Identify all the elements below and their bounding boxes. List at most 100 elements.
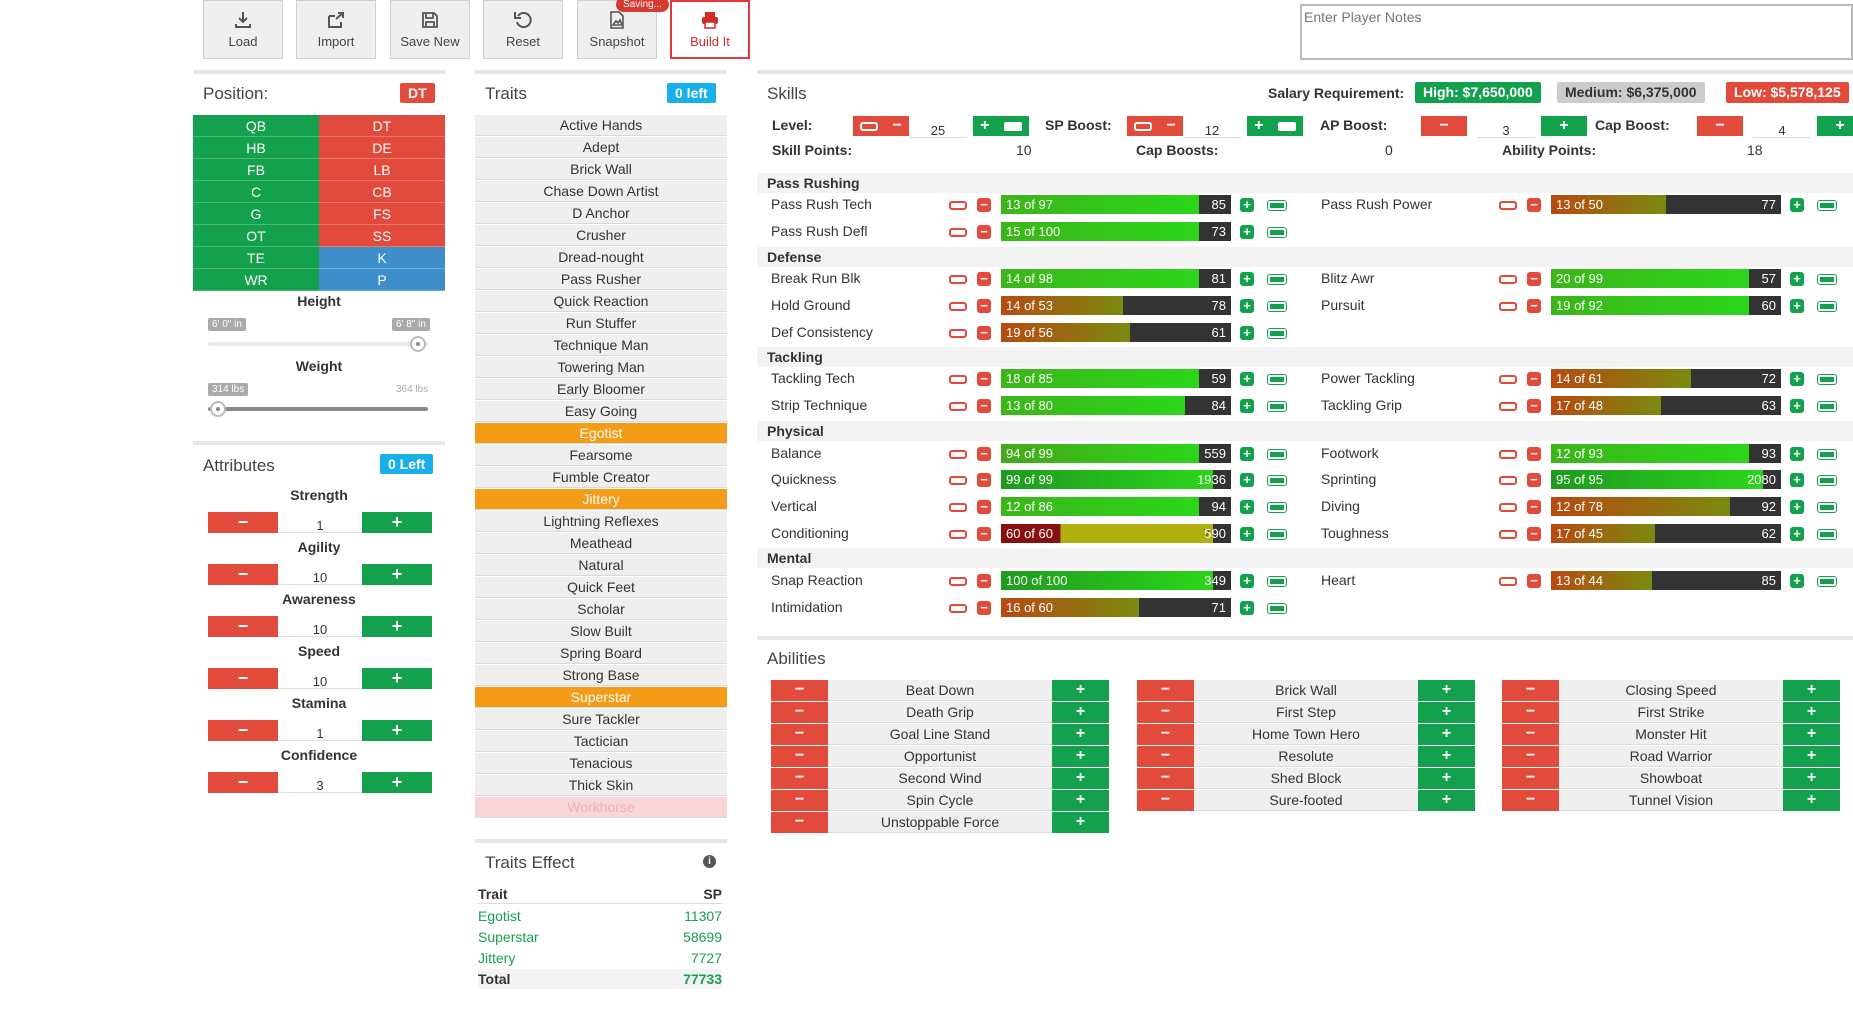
awareness-value[interactable]: 10	[278, 616, 362, 637]
trait-fumble-creator[interactable]: Fumble Creator	[475, 467, 727, 488]
trait-towering-man[interactable]: Towering Man	[475, 357, 727, 378]
plus-icon[interactable]: +	[1790, 299, 1804, 313]
agility-value[interactable]: 10	[278, 564, 362, 585]
skill-decrease-def-consistency[interactable]: −	[949, 325, 991, 341]
skill-increase-pass-rush-tech[interactable]: +	[1240, 197, 1287, 213]
trait-tactician[interactable]: Tactician	[475, 731, 727, 752]
skill-increase-def-consistency[interactable]: +	[1240, 325, 1287, 341]
set-max-icon[interactable]	[1817, 300, 1837, 312]
skill-increase-diving[interactable]: +	[1790, 499, 1837, 515]
decrease-stamina-button[interactable]: −	[208, 720, 278, 741]
set-min-icon[interactable]	[1499, 475, 1517, 485]
plus-icon[interactable]: +	[1790, 198, 1804, 212]
info-icon[interactable]: i	[703, 855, 716, 868]
increase-strength-button[interactable]: +	[362, 512, 432, 533]
trait-workhorse[interactable]: Workhorse	[475, 797, 727, 818]
position-k[interactable]: K	[319, 247, 445, 269]
ability-add-spin-cycle[interactable]: +	[1052, 790, 1109, 811]
skill-decrease-tackling-grip[interactable]: −	[1499, 398, 1541, 414]
skill-increase-power-tackling[interactable]: +	[1790, 371, 1837, 387]
decrease-agility-button[interactable]: −	[208, 564, 278, 585]
minus-icon[interactable]: −	[1527, 447, 1541, 461]
skill-increase-heart[interactable]: +	[1790, 573, 1837, 589]
skill-decrease-diving[interactable]: −	[1499, 499, 1541, 515]
skill-increase-footwork[interactable]: +	[1790, 446, 1837, 462]
ability-add-sure-footed[interactable]: +	[1418, 790, 1475, 811]
minus-icon[interactable]: −	[1527, 299, 1541, 313]
trait-strong-base[interactable]: Strong Base	[475, 665, 727, 686]
set-max-icon[interactable]	[1267, 602, 1287, 614]
skill-decrease-power-tackling[interactable]: −	[1499, 371, 1541, 387]
ability-add-beat-down[interactable]: +	[1052, 680, 1109, 701]
build-it-button[interactable]: Build It	[670, 0, 750, 59]
ability-remove-shed-block[interactable]: −	[1137, 768, 1194, 789]
skill-decrease-pass-rush-power[interactable]: −	[1499, 197, 1541, 213]
set-max-icon[interactable]	[1817, 400, 1837, 412]
set-max-icon[interactable]	[1817, 528, 1837, 540]
set-min-icon[interactable]	[1499, 502, 1517, 512]
ability-add-tunnel-vision[interactable]: +	[1783, 790, 1840, 811]
trait-superstar[interactable]: Superstar	[475, 687, 727, 708]
plus-icon[interactable]: +	[1240, 500, 1254, 514]
skill-decrease-pursuit[interactable]: −	[1499, 298, 1541, 314]
ability-add-brick-wall[interactable]: +	[1418, 680, 1475, 701]
skill-increase-hold-ground[interactable]: +	[1240, 298, 1287, 314]
skill-increase-tackling-grip[interactable]: +	[1790, 398, 1837, 414]
ability-remove-first-strike[interactable]: −	[1502, 702, 1559, 723]
snapshot-button[interactable]: Saving... Snapshot	[577, 0, 669, 59]
ap-boost-value[interactable]: 3	[1477, 116, 1535, 138]
skill-decrease-tackling-tech[interactable]: −	[949, 371, 991, 387]
skill-increase-conditioning[interactable]: +	[1240, 526, 1287, 542]
minus-icon[interactable]: −	[1527, 372, 1541, 386]
skill-decrease-blitz-awr[interactable]: −	[1499, 271, 1541, 287]
skill-decrease-balance[interactable]: −	[949, 446, 991, 462]
set-min-icon[interactable]	[1499, 200, 1517, 210]
increase-confidence-button[interactable]: +	[362, 772, 432, 793]
minus-icon[interactable]: −	[1527, 574, 1541, 588]
trait-quick-reaction[interactable]: Quick Reaction	[475, 291, 727, 312]
skill-decrease-pass-rush-defl[interactable]: −	[949, 224, 991, 240]
minus-icon[interactable]: −	[977, 500, 991, 514]
trait-easy-going[interactable]: Easy Going	[475, 401, 727, 422]
minus-icon[interactable]: −	[977, 447, 991, 461]
ability-remove-brick-wall[interactable]: −	[1137, 680, 1194, 701]
increase-agility-button[interactable]: +	[362, 564, 432, 585]
height-slider-handle[interactable]	[410, 336, 426, 352]
trait-run-stuffer[interactable]: Run Stuffer	[475, 313, 727, 334]
plus-icon[interactable]: +	[1240, 198, 1254, 212]
ability-remove-second-wind[interactable]: −	[771, 768, 828, 789]
speed-value[interactable]: 10	[278, 668, 362, 689]
set-min-icon[interactable]	[949, 301, 967, 311]
skill-increase-tackling-tech[interactable]: +	[1240, 371, 1287, 387]
trait-fearsome[interactable]: Fearsome	[475, 445, 727, 466]
plus-icon[interactable]: +	[1240, 372, 1254, 386]
plus-icon[interactable]: +	[1240, 527, 1254, 541]
skill-decrease-quickness[interactable]: −	[949, 472, 991, 488]
ability-remove-tunnel-vision[interactable]: −	[1502, 790, 1559, 811]
cap-boost-decrease-button[interactable]: −	[1697, 116, 1743, 136]
skill-decrease-sprinting[interactable]: −	[1499, 472, 1541, 488]
minus-icon[interactable]: −	[1527, 527, 1541, 541]
ability-remove-unstoppable-force[interactable]: −	[771, 812, 828, 833]
ap-boost-decrease-button[interactable]: −	[1421, 116, 1467, 136]
plus-icon[interactable]: +	[1240, 447, 1254, 461]
skill-increase-pass-rush-defl[interactable]: +	[1240, 224, 1287, 240]
set-min-icon[interactable]	[949, 274, 967, 284]
set-min-icon[interactable]	[949, 603, 967, 613]
set-min-icon[interactable]	[1499, 576, 1517, 586]
set-max-icon[interactable]	[1267, 199, 1287, 211]
ability-add-monster-hit[interactable]: +	[1783, 724, 1840, 745]
position-de[interactable]: DE	[319, 137, 445, 159]
set-min-icon[interactable]	[1499, 274, 1517, 284]
set-max-icon[interactable]	[1267, 300, 1287, 312]
position-fb[interactable]: FB	[193, 159, 319, 181]
ability-remove-first-step[interactable]: −	[1137, 702, 1194, 723]
minus-icon[interactable]: −	[977, 299, 991, 313]
increase-speed-button[interactable]: +	[362, 668, 432, 689]
minus-icon[interactable]: −	[977, 272, 991, 286]
ability-remove-home-town-hero[interactable]: −	[1137, 724, 1194, 745]
position-wr[interactable]: WR	[193, 269, 319, 291]
increase-stamina-button[interactable]: +	[362, 720, 432, 741]
skill-increase-pass-rush-power[interactable]: +	[1790, 197, 1837, 213]
trait-d-anchor[interactable]: D Anchor	[475, 203, 727, 224]
